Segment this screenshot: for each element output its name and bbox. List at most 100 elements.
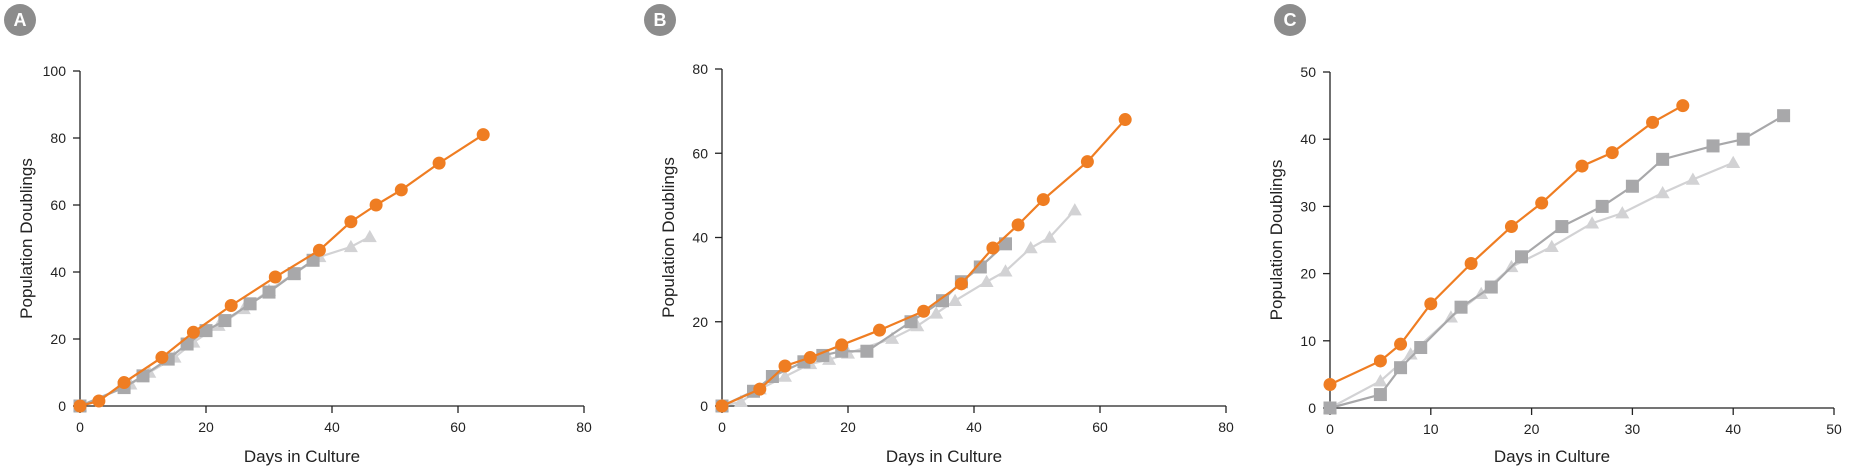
data-point-square — [1736, 132, 1750, 146]
data-point-triangle — [929, 306, 944, 319]
y-tick-label: 50 — [1300, 64, 1316, 80]
data-point-square — [1625, 179, 1639, 193]
data-point-circle — [753, 382, 767, 396]
data-point-triangle — [1042, 230, 1057, 243]
x-tick-label: 10 — [1423, 421, 1439, 437]
y-tick-label: 20 — [50, 331, 66, 347]
data-point-triangle — [1373, 374, 1388, 387]
data-point-circle — [954, 277, 968, 291]
data-point-circle — [224, 299, 238, 312]
data-point-triangle — [1585, 216, 1600, 229]
data-point-circle — [803, 351, 817, 365]
series-line-triangle — [1329, 161, 1734, 409]
x-tick-label: 30 — [1625, 421, 1641, 437]
y-tick-label: 80 — [50, 130, 66, 146]
data-point-circle — [1504, 220, 1518, 234]
data-point-triangle — [1067, 203, 1082, 216]
data-point-circle — [73, 399, 87, 413]
data-point-square — [1373, 388, 1387, 402]
y-tick-label: 40 — [1300, 131, 1316, 147]
chart-a-plot: 0 20 40 60 80 0 20 40 60 80 100 Days in Culture Popu… — [17, 63, 592, 466]
data-point-circle — [917, 304, 931, 318]
data-point-circle — [1575, 159, 1589, 173]
x-tick-label: 0 — [1326, 421, 1334, 437]
data-point-square — [1323, 401, 1337, 415]
x-tick-label: 20 — [840, 419, 856, 435]
data-point-square — [1454, 300, 1468, 314]
x-tick-label: 0 — [76, 419, 84, 435]
data-point-square — [973, 260, 987, 274]
data-point-triangle — [1615, 206, 1630, 219]
x-tick-label: 40 — [324, 419, 340, 435]
y-tick-label: 40 — [50, 264, 66, 280]
y-axis-title: Population Doublings — [1267, 160, 1286, 321]
data-point-triangle — [1544, 239, 1559, 252]
x-tick-label: 40 — [1725, 421, 1741, 437]
panel-badge-c: C — [1274, 4, 1306, 36]
y-tick-label: 10 — [1300, 333, 1316, 349]
data-point-circle — [1676, 99, 1690, 113]
series-line-circle — [1329, 104, 1684, 386]
data-point-circle — [1394, 337, 1408, 351]
y-tick-label: 80 — [692, 61, 708, 77]
data-point-square — [1555, 220, 1569, 234]
data-point-circle — [1373, 354, 1387, 368]
panel-badge-a: A — [4, 4, 36, 36]
data-point-circle — [155, 350, 169, 364]
y-tick-label: 0 — [1308, 400, 1316, 416]
data-point-circle — [476, 128, 490, 142]
y-tick-label: 0 — [58, 398, 66, 414]
data-point-square — [860, 344, 874, 358]
data-point-circle — [92, 394, 106, 408]
data-point-circle — [1646, 115, 1660, 129]
y-tick-label: 30 — [1300, 198, 1316, 214]
data-point-circle — [1080, 155, 1094, 169]
data-point-square — [199, 324, 213, 338]
data-point-square — [1515, 250, 1529, 264]
data-point-circle — [1011, 218, 1025, 232]
series-line-square — [721, 243, 1007, 407]
x-axis-title: Days in Culture — [1494, 447, 1610, 466]
x-tick-label: 60 — [450, 419, 466, 435]
data-point-circle — [394, 183, 408, 197]
chart-b-plot: 0 20 40 60 80 0 20 40 60 80 Days in Culture Populat… — [659, 61, 1234, 466]
chart-panel-b: B 0 20 40 60 80 0 20 40 60 80 Days in Culture Popul… — [640, 0, 1260, 466]
data-point-circle — [986, 241, 1000, 255]
data-point-circle — [873, 323, 886, 337]
panel-badge-b: B — [644, 4, 676, 36]
y-axis-title: Population Doublings — [659, 157, 678, 318]
data-point-triangle — [948, 293, 963, 306]
x-tick-label: 0 — [718, 419, 726, 435]
data-point-circle — [186, 325, 200, 339]
y-tick-label: 100 — [43, 63, 67, 79]
series-line-circle — [79, 133, 484, 408]
y-tick-label: 60 — [50, 197, 66, 213]
data-point-triangle — [885, 331, 900, 344]
data-point-square — [1595, 199, 1609, 213]
data-point-triangle — [362, 229, 377, 243]
y-tick-label: 60 — [692, 145, 708, 161]
data-point-circle — [1464, 257, 1478, 271]
x-tick-label: 80 — [1218, 419, 1234, 435]
data-point-square — [1484, 280, 1498, 294]
data-point-square — [1656, 152, 1670, 166]
data-point-circle — [835, 338, 849, 352]
data-point-circle — [268, 270, 282, 284]
data-point-triangle — [1655, 185, 1670, 199]
data-point-triangle — [1023, 241, 1038, 254]
data-point-circle — [312, 243, 326, 257]
data-point-triangle — [1403, 347, 1418, 360]
chart-panel-a: A 0 20 40 60 80 0 20 40 60 80 100 Days in Culture Po… — [0, 0, 600, 466]
data-point-square — [1414, 341, 1428, 355]
data-point-triangle — [1685, 172, 1700, 185]
data-point-square — [243, 297, 257, 311]
data-point-circle — [1535, 196, 1549, 210]
data-point-square — [218, 314, 232, 328]
data-point-circle — [344, 215, 358, 229]
data-point-circle — [778, 359, 792, 373]
data-point-circle — [715, 399, 729, 413]
chart-panel-c: C 0 10 20 30 40 50 0 10 20 30 40 50 Days in Culture P… — [1267, 0, 1864, 466]
data-point-triangle — [343, 239, 358, 253]
x-tick-label: 40 — [966, 419, 982, 435]
y-tick-label: 20 — [692, 314, 708, 330]
